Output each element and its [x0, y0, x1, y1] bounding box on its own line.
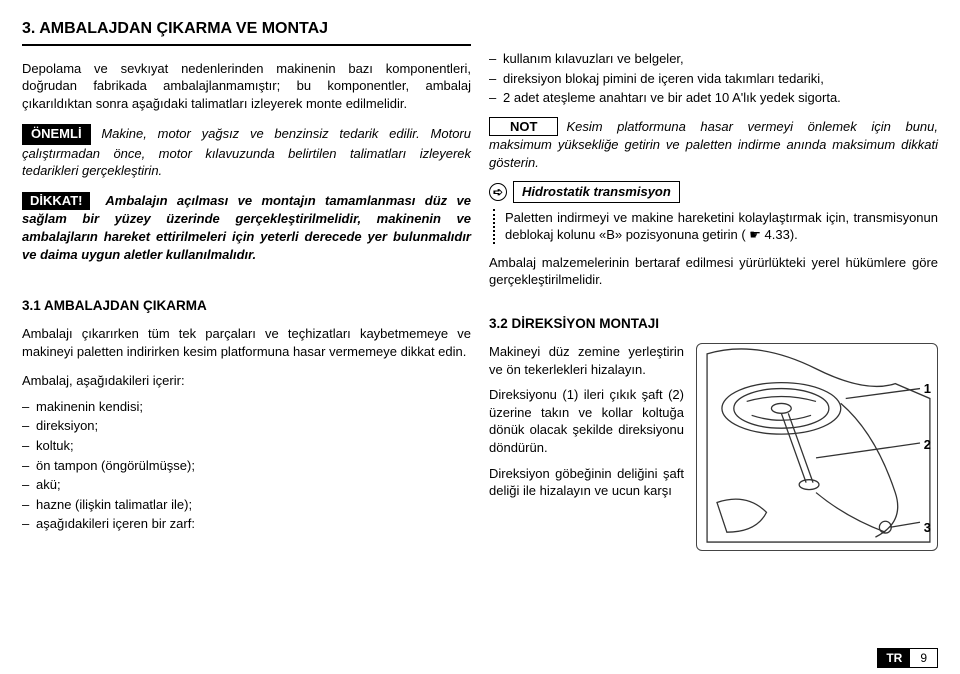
list-item: direksiyon blokaj pimini de içeren vida …	[489, 70, 938, 88]
page-footer: TR 9	[877, 648, 938, 668]
list-item: makinenin kendisi;	[22, 398, 471, 416]
s32-p2: Direksiyonu (1) ileri çıkık şaft (2) üze…	[489, 386, 684, 456]
list-item: direksiyon;	[22, 417, 471, 435]
list-item: aşağıdakileri içeren bir zarf:	[22, 515, 471, 533]
disposal-text: Ambalaj malzemelerinin bertaraf edilmesi…	[489, 254, 938, 289]
list-item: koltuk;	[22, 437, 471, 455]
dikkat-label: DİKKAT!	[22, 192, 90, 211]
top-right-list: kullanım kılavuzları ve belgeler, direks…	[489, 50, 938, 107]
hydro-text: Paletten indirmeyi ve makine hareketini …	[493, 209, 938, 244]
not-block: NOTKesim platformuna hasar vermeyi önlem…	[489, 117, 938, 172]
lang-badge: TR	[878, 649, 910, 667]
list-item: hazne (ilişkin talimatlar ile);	[22, 496, 471, 514]
s31-list: makinenin kendisi; direksiyon; koltuk; ö…	[22, 398, 471, 533]
list-item: ön tampon (öngörülmüşse);	[22, 457, 471, 475]
page-number: 9	[910, 649, 937, 667]
list-item: akü;	[22, 476, 471, 494]
steering-illustration: 1 2 3	[696, 343, 938, 551]
s32-p1: Makineyi düz zemine yerleştirin ve ön te…	[489, 343, 684, 378]
subheading-3-2: 3.2 DİREKSİYON MONTAJI	[489, 315, 938, 333]
intro-paragraph: Depolama ve sevkıyat nedenlerinden makin…	[22, 60, 471, 113]
hydro-row: ➪ Hidrostatik transmisyon	[489, 181, 938, 203]
list-item: kullanım kılavuzları ve belgeler,	[489, 50, 938, 68]
not-label: NOT	[489, 117, 558, 137]
arrow-icon: ➪	[489, 183, 507, 201]
subheading-3-1: 3.1 AMBALAJDAN ÇIKARMA	[22, 297, 471, 315]
fig-label-3: 3	[924, 519, 931, 537]
onemli-label: ÖNEMLİ	[23, 125, 90, 144]
s31-p1: Ambalajı çıkarırken tüm tek parçaları ve…	[22, 325, 471, 360]
dikkat-block: DİKKAT! Ambalajın açılması ve montajın t…	[22, 192, 471, 263]
fig-label-2: 2	[924, 436, 931, 454]
s31-p2: Ambalaj, aşağıdakileri içerir:	[22, 372, 471, 390]
s32-p3: Direksiyon göbeğinin deliğini şaft deliğ…	[489, 465, 684, 500]
fig-label-1: 1	[924, 380, 931, 398]
onemli-block: ÖNEMLİ Makine, motor yağsız ve benzinsiz…	[22, 124, 471, 180]
list-item: 2 adet ateşleme anahtarı ve bir adet 10 …	[489, 89, 938, 107]
hydro-label: Hidrostatik transmisyon	[513, 181, 680, 203]
section-title: 3. AMBALAJDAN ÇIKARMA VE MONTAJ	[22, 18, 471, 46]
